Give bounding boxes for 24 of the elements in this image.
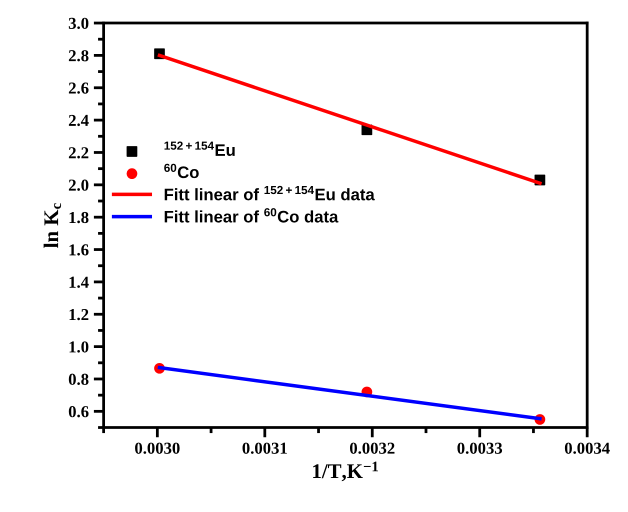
y-tick-label: 2.8 bbox=[68, 50, 88, 62]
legend-label: $^{60}$Co bbox=[164, 164, 199, 178]
x-tick-label: 0.0031 bbox=[242, 442, 287, 454]
legend-label: $^{152+154}$Eu bbox=[164, 142, 235, 156]
y-tick-label: 1.0 bbox=[70, 341, 88, 353]
y-tick-label: 2.4 bbox=[68, 114, 89, 126]
x-axis-title: 1/T,K$^{−1}$ bbox=[313, 462, 378, 482]
legend-label: Fitt linear of $^{152+154}$Eu data bbox=[164, 186, 375, 200]
y-tick-label: 3.0 bbox=[68, 18, 88, 30]
y-axis-title: ln K$_{c}$ bbox=[44, 203, 62, 248]
x-tick-label: 0.0032 bbox=[350, 442, 394, 454]
y-tick-label: 0.8 bbox=[68, 374, 88, 385]
x-tick-label: 0.0033 bbox=[457, 442, 502, 454]
y-tick-label: 1.8 bbox=[70, 212, 88, 224]
x-tick-label: 0.0034 bbox=[564, 442, 610, 454]
y-tick-label: 1.6 bbox=[70, 244, 89, 256]
y-tick-label: 2.2 bbox=[68, 147, 88, 158]
y-tick-label: 1.4 bbox=[70, 276, 89, 288]
legend-label: Fitt linear of $^{60}$Co data bbox=[164, 208, 338, 223]
y-tick-label: 0.6 bbox=[68, 406, 89, 418]
x-tick-label: 0.0030 bbox=[135, 442, 180, 454]
y-tick-label: 2.0 bbox=[68, 180, 88, 191]
y-tick-label: 2.6 bbox=[68, 82, 89, 94]
y-tick-label: 1.2 bbox=[70, 309, 88, 320]
